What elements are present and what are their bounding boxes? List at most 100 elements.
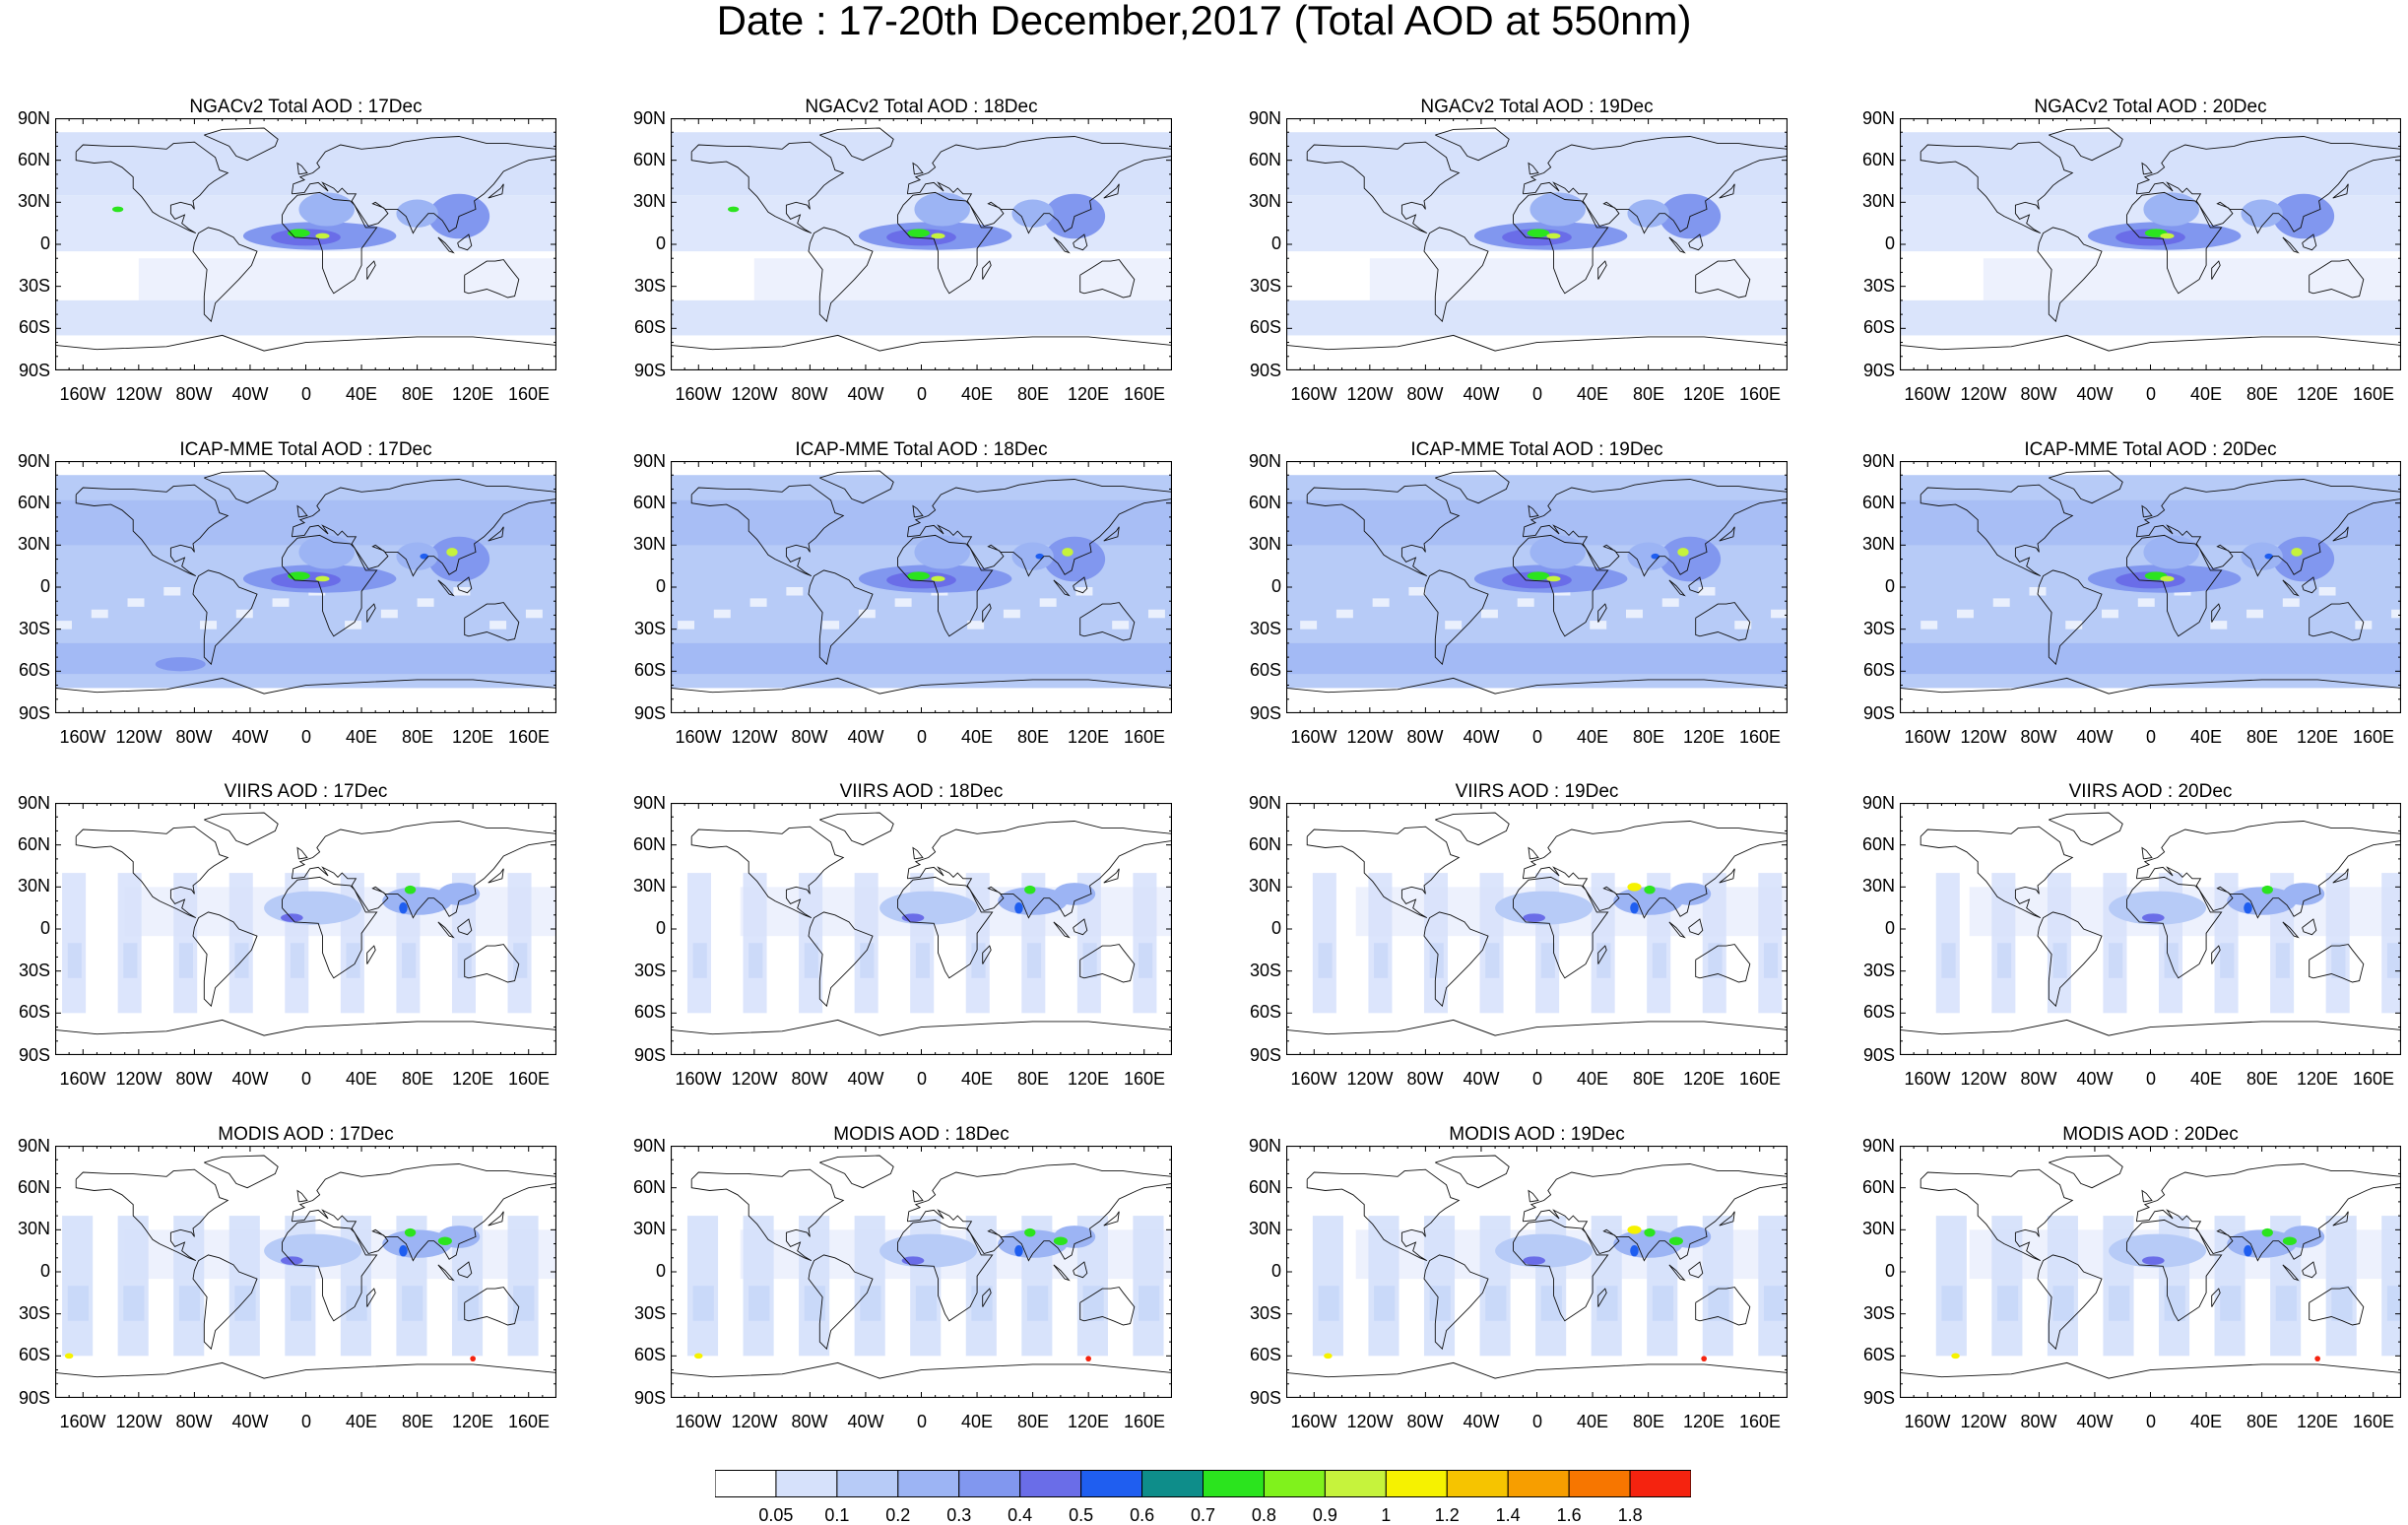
lat-tick-label: 0 <box>39 576 50 596</box>
lon-tick-label: 40W <box>847 1069 884 1089</box>
panel-title: NGACv2 Total AOD : 17Dec <box>189 97 423 117</box>
aod-field <box>1312 873 1788 1014</box>
lon-tick-label: 160W <box>59 727 106 747</box>
lon-tick-label: 0 <box>916 384 927 404</box>
aod-field <box>1935 1216 2401 1362</box>
lat-tick-label: 60N <box>1861 1177 1895 1197</box>
lon-tick-label: 160E <box>1738 1412 1782 1431</box>
lon-tick-label: 40W <box>2076 727 2114 747</box>
continent-outlines <box>671 812 1172 1055</box>
lat-tick-label: 90N <box>17 451 50 471</box>
lon-tick-label: 80E <box>1016 1412 1050 1431</box>
lat-tick-label: 90S <box>18 361 50 380</box>
panel-title: VIIRS AOD : 20Dec <box>2068 781 2233 802</box>
lat-tick-label: 60S <box>1862 1345 1895 1364</box>
map-panel: ICAP-MME Total AOD : 18Dec 90N 60N 30N 0 30S 6… <box>633 439 1172 747</box>
colorbar-swatch <box>1019 1470 1082 1497</box>
colorbar-label: 0.5 <box>1069 1505 1094 1525</box>
lon-tick-label: 80W <box>2020 1069 2057 1089</box>
lon-tick-label: 120E <box>1067 1412 1110 1431</box>
lat-tick-label: 60S <box>633 660 666 680</box>
lat-tick-label: 30N <box>1248 876 1281 895</box>
panel-title: ICAP-MME Total AOD : 19Dec <box>1410 439 1663 460</box>
lon-tick-label: 40E <box>2189 1069 2223 1089</box>
lon-tick-label: 120E <box>1067 384 1110 404</box>
panel-title: ICAP-MME Total AOD : 17Dec <box>179 439 432 460</box>
colorbar-swatch <box>775 1470 838 1497</box>
lat-tick-label: 30S <box>633 1303 666 1323</box>
lat-tick-label: 90S <box>633 703 666 723</box>
colorbar-label: 0.05 <box>758 1505 794 1525</box>
lon-tick-label: 40E <box>960 1069 994 1089</box>
aod-field <box>1900 475 2401 689</box>
lat-tick-label: 60N <box>17 150 50 169</box>
lon-tick-label: 160W <box>59 1412 106 1431</box>
map-panel: NGACv2 Total AOD : 17Dec 90N 60N 30N 0 30S 60S… <box>18 97 556 404</box>
lat-tick-label: 60S <box>1249 1002 1281 1022</box>
lon-tick-label: 40W <box>847 384 884 404</box>
map-frame <box>1286 803 1788 1055</box>
panel-title: VIIRS AOD : 18Dec <box>839 781 1004 802</box>
lat-tick-label: 60S <box>633 317 666 337</box>
lat-tick-label: 90S <box>633 1045 666 1065</box>
lon-tick-label: 80E <box>401 727 434 747</box>
lat-tick-label: 60S <box>1249 1345 1281 1364</box>
colorbar-swatch <box>1203 1470 1265 1497</box>
lat-tick-label: 30S <box>1249 1303 1281 1323</box>
continent-outlines <box>55 812 556 1055</box>
lat-tick-label: 30S <box>1862 1303 1895 1323</box>
map-frame <box>55 803 556 1055</box>
map-frame <box>1900 461 2401 713</box>
aod-field <box>1286 132 1788 336</box>
aod-map <box>55 118 556 370</box>
lon-tick-label: 80W <box>175 1069 213 1089</box>
lon-tick-label: 80E <box>1016 1069 1050 1089</box>
map-panel: ICAP-MME Total AOD : 19Dec 90N 60N 30N 0 30S 6… <box>1249 439 1788 747</box>
lon-tick-label: 120E <box>2296 727 2339 747</box>
lon-tick-label: 160E <box>1738 384 1782 404</box>
aod-map <box>671 118 1172 370</box>
lat-tick-label: 60N <box>632 1177 666 1197</box>
lat-tick-label: 60S <box>1249 317 1281 337</box>
lat-tick-label: 60N <box>17 834 50 854</box>
continent-outlines <box>671 127 1172 370</box>
continent-outlines <box>1900 470 2401 713</box>
colorbar-swatch <box>897 1470 960 1497</box>
lon-tick-label: 80W <box>1406 727 1444 747</box>
aod-field <box>62 1216 556 1362</box>
colorbar-swatch <box>1263 1470 1326 1497</box>
lon-tick-label: 80W <box>1406 1069 1444 1089</box>
lat-tick-label: 60N <box>17 1177 50 1197</box>
colorbar-label: 0.8 <box>1251 1505 1276 1525</box>
lon-tick-label: 80E <box>1016 384 1050 404</box>
colorbar-swatch <box>958 1470 1021 1497</box>
lon-tick-label: 80W <box>791 384 828 404</box>
lon-tick-label: 40E <box>1576 384 1609 404</box>
lat-tick-label: 0 <box>655 233 666 253</box>
lon-tick-label: 40E <box>345 727 378 747</box>
lon-tick-label: 40W <box>231 727 269 747</box>
continent-outlines <box>1286 127 1788 370</box>
lon-tick-label: 0 <box>916 1412 927 1431</box>
lon-tick-label: 40W <box>847 727 884 747</box>
aod-colorbar <box>715 1470 1691 1497</box>
lat-tick-label: 0 <box>655 918 666 938</box>
lat-tick-label: 90N <box>1861 451 1895 471</box>
lat-tick-label: 90N <box>632 793 666 813</box>
lat-tick-label: 30N <box>1861 534 1895 554</box>
lat-tick-label: 60N <box>1248 493 1281 512</box>
lon-tick-label: 160E <box>1123 1069 1166 1089</box>
lon-tick-label: 160E <box>1123 384 1166 404</box>
lon-tick-label: 40E <box>2189 727 2223 747</box>
lon-tick-label: 80W <box>791 1069 828 1089</box>
lat-tick-label: 60N <box>632 493 666 512</box>
lat-tick-label: 90N <box>1248 1136 1281 1156</box>
lat-tick-label: 60N <box>1861 834 1895 854</box>
lon-tick-label: 120E <box>2296 1412 2339 1431</box>
lat-tick-label: 0 <box>1884 918 1895 938</box>
lat-tick-label: 30S <box>1862 961 1895 980</box>
lat-tick-label: 90S <box>633 1388 666 1408</box>
lon-tick-label: 40E <box>2189 384 2223 404</box>
map-panel: MODIS AOD : 20Dec 90N 60N 30N 0 30S 60S 90S 160W… <box>1862 1124 2401 1431</box>
lon-tick-label: 160E <box>2352 727 2395 747</box>
